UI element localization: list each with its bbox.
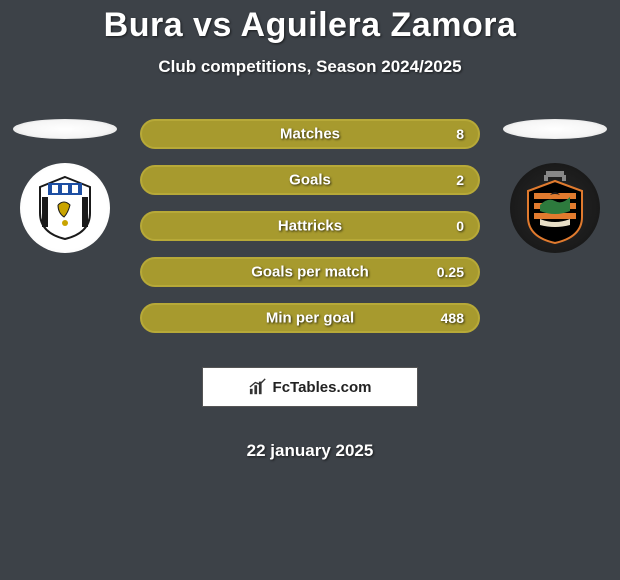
player-ellipse-right: [503, 119, 607, 139]
stat-label: Matches: [280, 126, 340, 143]
chart-icon: [249, 378, 267, 396]
page-title: Bura vs Aguilera Zamora: [0, 6, 620, 45]
stat-label: Goals per match: [251, 264, 369, 281]
stat-label: Min per goal: [266, 310, 354, 327]
watermark-badge: FcTables.com: [202, 367, 418, 407]
stat-label: Goals: [289, 172, 331, 189]
stat-value: 2: [456, 172, 464, 188]
left-column: [10, 119, 120, 253]
player-ellipse-left: [13, 119, 117, 139]
stat-value: 0: [456, 218, 464, 234]
stats-column: Matches 8 Goals 2 Hattricks 0 Goals per match 0…: [140, 119, 480, 461]
stat-value: 0.25: [437, 264, 464, 280]
stat-bar: Hattricks 0: [140, 211, 480, 241]
stat-value: 488: [441, 310, 464, 326]
stat-value: 8: [456, 126, 464, 142]
club-crest-right: [510, 163, 600, 253]
stat-bar: Goals 2: [140, 165, 480, 195]
club-crest-left: [20, 163, 110, 253]
stat-label: Hattricks: [278, 218, 342, 235]
stat-bar: Min per goal 488: [140, 303, 480, 333]
watermark-text: FcTables.com: [273, 379, 372, 396]
crest-left-svg: [30, 173, 100, 243]
page-subtitle: Club competitions, Season 2024/2025: [0, 57, 620, 77]
main-row: Matches 8 Goals 2 Hattricks 0 Goals per match 0…: [0, 119, 620, 461]
date-text: 22 january 2025: [247, 441, 374, 461]
infographic-container: Bura vs Aguilera Zamora Club competition…: [0, 0, 620, 461]
stat-bar: Matches 8: [140, 119, 480, 149]
stat-bar: Goals per match 0.25: [140, 257, 480, 287]
crest-right-svg: [516, 169, 594, 247]
right-column: [500, 119, 610, 253]
